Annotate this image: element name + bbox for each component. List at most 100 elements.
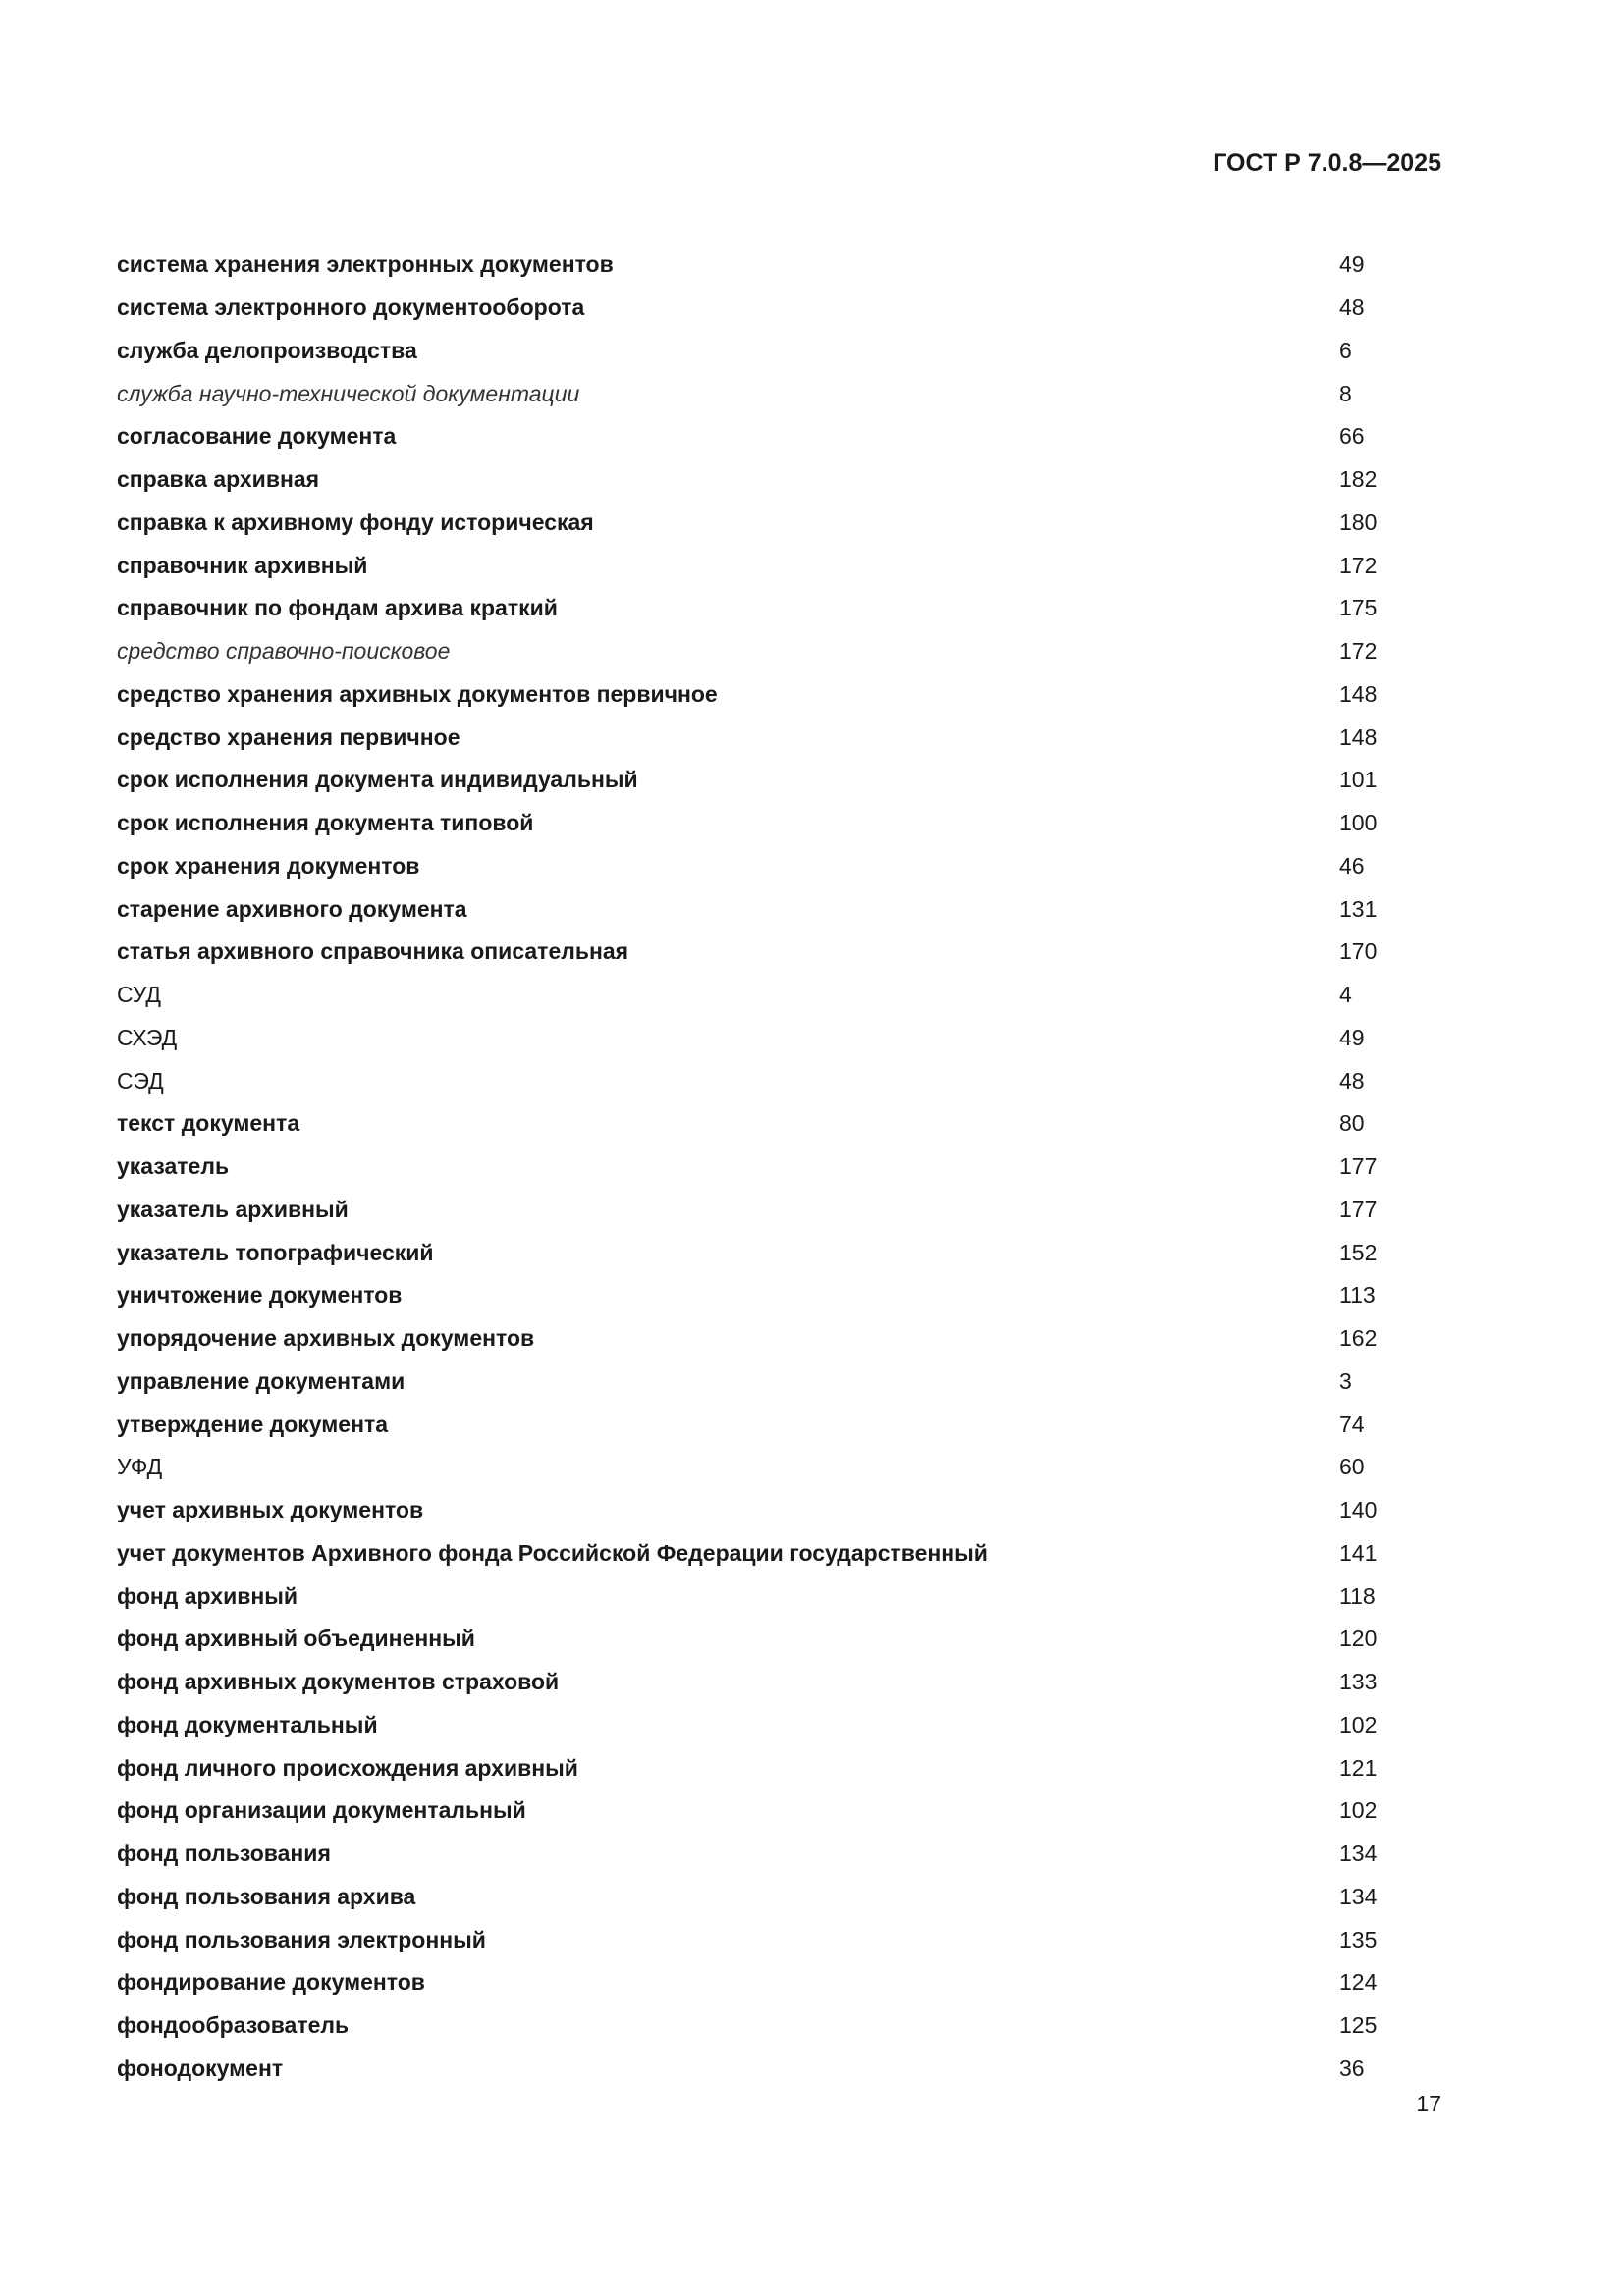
index-entry: средство хранения архивных документов пе…: [117, 673, 1393, 717]
index-term: указатель архивный: [117, 1196, 349, 1222]
index-reference-number: 148: [1339, 723, 1378, 750]
index-entry: фонд документальный 102: [117, 1704, 1393, 1747]
index-reference-number: 140: [1339, 1497, 1378, 1523]
index-term: СЭД: [117, 1067, 164, 1094]
index-entry: фондирование документов 124: [117, 1961, 1393, 2004]
index-term: согласование документа: [117, 423, 397, 450]
index-term: фондообразователь: [117, 2012, 350, 2039]
index-entry: указатель архивный 177: [117, 1189, 1393, 1232]
index-reference-number: 60: [1339, 1454, 1365, 1480]
index-term: учет документов Архивного фонда Российск…: [117, 1539, 988, 1566]
index-reference-number: 66: [1339, 423, 1365, 450]
index-term: утверждение документа: [117, 1411, 389, 1437]
index-entry: УФД 60: [117, 1446, 1393, 1489]
index-term: служба научно-технической документации: [117, 380, 580, 406]
index-reference-number: 49: [1339, 251, 1365, 278]
index-term: срок исполнения документа типовой: [117, 810, 534, 836]
index-reference-number: 4: [1339, 982, 1352, 1008]
index-entry: фондообразователь 125: [117, 2004, 1393, 2048]
index-term: система электронного документооборота: [117, 294, 585, 321]
index-reference-number: 48: [1339, 1067, 1365, 1094]
index-term: справочник по фондам архива краткий: [117, 595, 558, 621]
index-reference-number: 6: [1339, 337, 1352, 363]
index-entry: уничтожение документов 113: [117, 1274, 1393, 1317]
index-entry: указатель 177: [117, 1146, 1393, 1189]
index-reference-number: 172: [1339, 638, 1378, 665]
index-entry: срок исполнения документа индивидуальный…: [117, 759, 1393, 802]
index-term: фонд документальный: [117, 1711, 378, 1737]
index-reference-number: 134: [1339, 1841, 1378, 1867]
index-reference-number: 148: [1339, 680, 1378, 707]
index-entry: СХЭД 49: [117, 1017, 1393, 1060]
index-entry: система электронного документооборота 48: [117, 287, 1393, 330]
index-reference-number: 101: [1339, 767, 1378, 793]
index-term: срок хранения документов: [117, 852, 420, 879]
index-entry: фонд архивный объединенный 120: [117, 1618, 1393, 1661]
index-reference-number: 74: [1339, 1411, 1365, 1437]
index-term: фондирование документов: [117, 1969, 425, 1996]
index-term: фонд архивных документов страховой: [117, 1669, 560, 1695]
index-reference-number: 131: [1339, 895, 1378, 922]
index-entry: срок исполнения документа типовой 100: [117, 802, 1393, 845]
index-term: фонд личного происхождения архивный: [117, 1754, 578, 1781]
index-term: срок исполнения документа индивидуальный: [117, 767, 638, 793]
index-entry: СУД 4: [117, 974, 1393, 1017]
index-term: фонд архивный объединенный: [117, 1626, 475, 1652]
index-reference-number: 8: [1339, 380, 1352, 406]
index-entry: старение архивного документа 131: [117, 887, 1393, 931]
index-term: фонд пользования архива: [117, 1883, 416, 1909]
index-reference-number: 180: [1339, 508, 1378, 535]
index-term: статья архивного справочника описательна…: [117, 938, 629, 965]
index-reference-number: 3: [1339, 1367, 1352, 1394]
index-entry: фонд организации документальный 102: [117, 1789, 1393, 1833]
index-entry: система хранения электронных документов 4…: [117, 243, 1393, 287]
index-reference-number: 102: [1339, 1711, 1378, 1737]
index-term: упорядочение архивных документов: [117, 1325, 535, 1352]
index-reference-number: 100: [1339, 810, 1378, 836]
index-entry: СЭД 48: [117, 1059, 1393, 1102]
index-term: СУД: [117, 982, 162, 1008]
index-reference-number: 48: [1339, 294, 1365, 321]
index-reference-number: 134: [1339, 1883, 1378, 1909]
page-number: 17: [1416, 2091, 1441, 2116]
index-entry: фонд пользования электронный 135: [117, 1918, 1393, 1961]
term-index-list: система хранения электронных документов 4…: [117, 243, 1393, 2090]
index-entry: средство хранения первичное 148: [117, 716, 1393, 759]
index-term: уничтожение документов: [117, 1282, 403, 1308]
index-reference-number: 152: [1339, 1239, 1378, 1265]
index-entry: фонд личного происхождения архивный 121: [117, 1746, 1393, 1789]
index-reference-number: 80: [1339, 1110, 1365, 1137]
index-term: справка к архивному фонду историческая: [117, 508, 594, 535]
index-term: справочник архивный: [117, 552, 368, 578]
index-term: средство хранения архивных документов пе…: [117, 680, 718, 707]
index-reference-number: 49: [1339, 1024, 1365, 1050]
index-term: указатель топографический: [117, 1239, 434, 1265]
index-term: служба делопроизводства: [117, 337, 417, 363]
index-reference-number: 177: [1339, 1196, 1378, 1222]
index-reference-number: 162: [1339, 1325, 1378, 1352]
index-entry: упорядочение архивных документов 162: [117, 1317, 1393, 1361]
index-reference-number: 46: [1339, 852, 1365, 879]
index-reference-number: 113: [1339, 1282, 1376, 1308]
index-reference-number: 135: [1339, 1926, 1378, 1952]
index-entry: согласование документа 66: [117, 415, 1393, 458]
index-term: УФД: [117, 1454, 163, 1480]
index-entry: справка к архивному фонду историческая 18…: [117, 502, 1393, 545]
index-term: фонд архивный: [117, 1582, 298, 1609]
index-term: фонд пользования: [117, 1841, 331, 1867]
index-reference-number: 133: [1339, 1669, 1378, 1695]
index-term: управление документами: [117, 1367, 406, 1394]
index-entry: средство справочно-поисковое 172: [117, 630, 1393, 673]
index-entry: справочник по фондам архива краткий 175: [117, 587, 1393, 630]
document-standard-header: ГОСТ Р 7.0.8—2025: [1213, 149, 1441, 177]
index-entry: служба делопроизводства 6: [117, 330, 1393, 373]
index-term: средство справочно-поисковое: [117, 638, 451, 665]
index-entry: указатель топографический 152: [117, 1231, 1393, 1274]
index-reference-number: 121: [1339, 1754, 1378, 1781]
index-entry: текст документа 80: [117, 1102, 1393, 1146]
index-entry: справочник архивный 172: [117, 544, 1393, 587]
index-entry: служба научно-технической документации 8: [117, 372, 1393, 415]
index-term: учет архивных документов: [117, 1497, 424, 1523]
index-entry: фонд архивный 118: [117, 1575, 1393, 1618]
index-entry: утверждение документа 74: [117, 1403, 1393, 1446]
